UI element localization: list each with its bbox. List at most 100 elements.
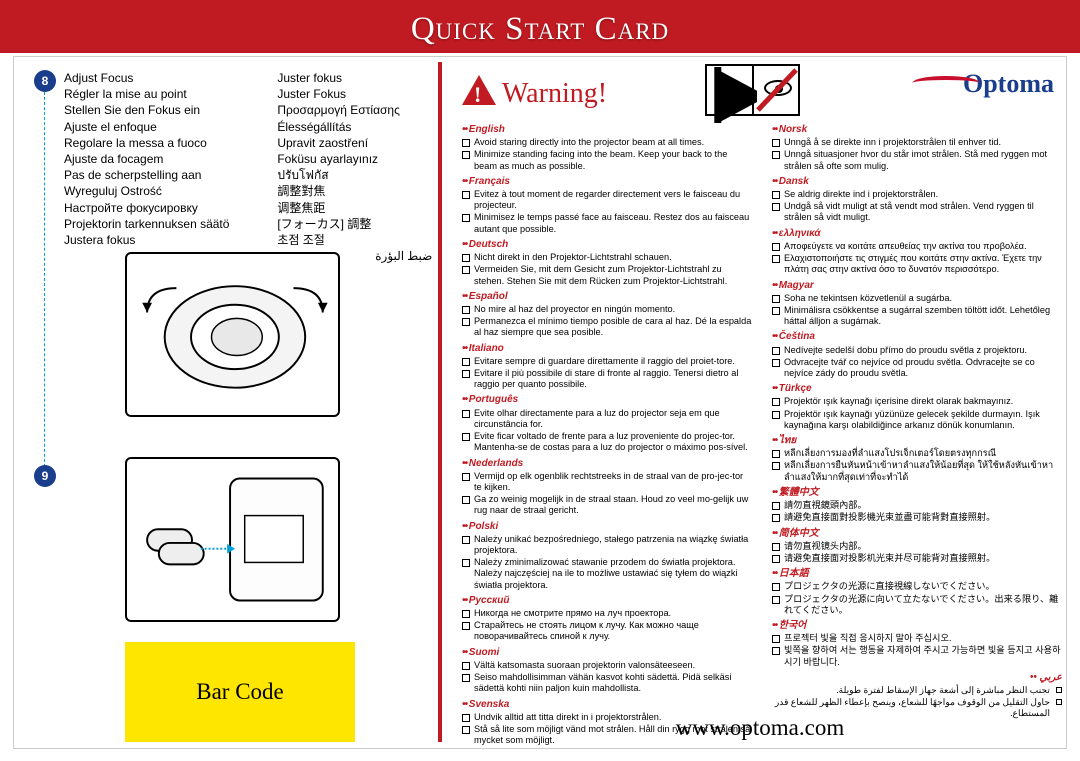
- warning-item: Soha ne tekintsen közvetlenül a sugárba.: [772, 293, 1062, 304]
- warning-item: Minimisez le temps passé face au faiscea…: [462, 212, 752, 234]
- warning-item: Se aldrig direkte ind i projektorstrålen…: [772, 189, 1062, 200]
- warning-item: Minimize standing facing into the beam. …: [462, 149, 752, 171]
- warning-list: Projektör ışık kaynağı içerisine direkt …: [772, 396, 1062, 431]
- warning-item: Evite ficar voltado de frente para a luz…: [462, 431, 752, 453]
- warning-item: หลีกเลี่ยงการมองที่ลำแสงโปรเจ็กเตอร์โดยต…: [772, 448, 1062, 459]
- warning-item: Należy zminimalizować stawanie przodem d…: [462, 557, 752, 591]
- warning-list: Αποφεύγετε να κοιτάτε απευθείας την ακτί…: [772, 241, 1062, 276]
- language-heading: Nederlands: [462, 458, 752, 470]
- warning-item: Αποφεύγετε να κοιτάτε απευθείας την ακτί…: [772, 241, 1062, 252]
- warning-item: Nicht direkt in den Projektor-Lichtstrah…: [462, 252, 752, 263]
- step-connector: [44, 92, 46, 487]
- warning-item: Unngå situasjoner hvor du står imot strå…: [772, 149, 1062, 171]
- warning-list: หลีกเลี่ยงการมองที่ลำแสงโปรเจ็กเตอร์โดยต…: [772, 448, 1062, 483]
- language-heading: Magyar: [772, 280, 1062, 292]
- warning-item: Nedívejte sedelší dobu přímo do proudu s…: [772, 345, 1062, 356]
- language-heading: 한국어: [772, 620, 1062, 632]
- adjust-focus-item: Stellen Sie den Fokus ein: [64, 102, 274, 118]
- warning-item: Permanezca el mínimo tiempo posible de c…: [462, 316, 752, 338]
- title-banner: Quick Start Card: [0, 0, 1080, 53]
- warning-translations: EnglishAvoid staring directly into the p…: [462, 120, 1062, 748]
- warning-item: Старайтесь не стоять лицом к лучу. Как м…: [462, 620, 752, 642]
- warning-list: Należy unikać bezpośredniego, stałego pa…: [462, 534, 752, 591]
- language-heading: Français: [462, 176, 752, 188]
- adjust-focus-item: Regolare la messa a fuoco: [64, 135, 274, 151]
- warning-item: Vermeiden Sie, mit dem Gesicht zum Proje…: [462, 264, 752, 286]
- warning-item: หลีกเลี่ยงการยืนหันหน้าเข้าหาลำแสงให้น้อ…: [772, 460, 1062, 482]
- warning-heading: Warning!: [462, 72, 607, 111]
- warning-item: 請勿直視鏡頭內部。: [772, 500, 1062, 511]
- barcode-placeholder: Bar Code: [125, 642, 355, 742]
- warning-item: 請避免直接面對投影機光束並盡可能背對直接照射。: [772, 512, 1062, 523]
- adjust-focus-item: Élességállítás: [277, 119, 432, 135]
- do-not-look-icon: [705, 64, 800, 116]
- warning-list: No mire al haz del proyector en ningún m…: [462, 304, 752, 339]
- warning-item: Avoid staring directly into the projecto…: [462, 137, 752, 148]
- footer-url: www.optoma.com: [452, 714, 1068, 743]
- adjust-focus-item: Wyreguluj Ostrość: [64, 183, 274, 199]
- language-heading: 繁體中文: [772, 487, 1062, 499]
- banner-title: Quick Start Card: [0, 0, 1080, 50]
- warning-item: 프로젝터 빛을 직접 응시하지 말아 주십시오.: [772, 633, 1062, 644]
- warning-item: Unngå å se direkte inn i projektorstråle…: [772, 137, 1062, 148]
- warning-item: 请勿直视镜头内部。: [772, 541, 1062, 552]
- adjust-focus-item: ปรับโฟกัส: [277, 167, 432, 183]
- warning-item: Evitez à tout moment de regarder directe…: [462, 189, 752, 211]
- language-heading: Italiano: [462, 343, 752, 355]
- adjust-focus-item: Adjust Focus: [64, 70, 274, 86]
- adjust-focus-item: 초점 조절: [277, 232, 432, 248]
- adjust-focus-item: Upravit zaostření: [277, 135, 432, 151]
- adjust-focus-item: Juster Fokus: [277, 86, 432, 102]
- warning-item: Vältä katsomasta suoraan projektorin val…: [462, 660, 752, 671]
- language-heading: Русский: [462, 595, 752, 607]
- warning-list: Unngå å se direkte inn i projektorstråle…: [772, 137, 1062, 172]
- step-9-badge: 9: [34, 465, 56, 487]
- adjust-focus-item: 调整焦距: [277, 200, 432, 216]
- adjust-focus-item: Projektorin tarkennuksen säätö: [64, 216, 274, 232]
- language-heading: ελληνικά: [772, 228, 1062, 240]
- warning-list: Evitez à tout moment de regarder directe…: [462, 189, 752, 235]
- language-heading: Türkçe: [772, 383, 1062, 395]
- center-divider: [438, 62, 442, 742]
- warning-item: Никогда не смотрите прямо на луч проекто…: [462, 608, 752, 619]
- adjust-focus-item: 調整對焦: [277, 183, 432, 199]
- language-heading: Čeština: [772, 331, 1062, 343]
- warning-item: Należy unikać bezpośredniego, stałego pa…: [462, 534, 752, 556]
- warning-list: Nedívejte sedelší dobu přímo do proudu s…: [772, 345, 1062, 380]
- warning-list: Никогда не смотрите прямо на луч проекто…: [462, 608, 752, 643]
- warning-item: Undgå så vidt muligt at stå vendt mod st…: [772, 201, 1062, 223]
- language-heading: Dansk: [772, 176, 1062, 188]
- adjust-focus-item: Ajuste el enfoque: [64, 119, 274, 135]
- language-heading: 日本語: [772, 568, 1062, 580]
- battery-install-diagram: [125, 457, 340, 622]
- adjust-focus-item: Προσαρμογή Εστίασης: [277, 102, 432, 118]
- language-heading: English: [462, 124, 752, 136]
- warning-label: Warning!: [502, 78, 607, 109]
- adjust-focus-item: Ajuste da focagem: [64, 151, 274, 167]
- warning-item: 빛쪽을 향하여 서는 행동을 자제하여 주시고 가능하면 빛을 등지고 사용하시…: [772, 645, 1062, 667]
- warning-item: Seiso mahdollisimman vähän kasvot kohti …: [462, 672, 752, 694]
- barcode-label: Bar Code: [196, 678, 284, 707]
- adjust-focus-item: [フォーカス] 調整: [277, 216, 432, 232]
- adjust-focus-item: Foküsu ayarlayınız: [277, 151, 432, 167]
- warning-item: Evite olhar directamente para a luz do p…: [462, 408, 752, 430]
- warning-list: 프로젝터 빛을 직접 응시하지 말아 주십시오.빛쪽을 향하여 서는 행동을 자…: [772, 633, 1062, 668]
- warning-item: Projektör ışık kaynağı yüzünüze gelecek …: [772, 409, 1062, 431]
- warning-triangle-icon: [462, 75, 496, 105]
- warning-item: Ελαχιστοποιήστε τις στιγμές που κοιτάτε …: [772, 253, 1062, 275]
- warning-list: 請勿直視鏡頭內部。請避免直接面對投影機光束並盡可能背對直接照射。: [772, 500, 1062, 523]
- warning-list: Evitare sempre di guardare direttamente …: [462, 356, 752, 391]
- warning-list: Evite olhar directamente para a luz do p…: [462, 408, 752, 454]
- warning-item: 请避免直接面对投影机光束并尽可能背对直接照射。: [772, 553, 1062, 564]
- warning-item: Projektör ışık kaynağı içerisine direkt …: [772, 396, 1062, 407]
- warning-item: Vermijd op elk ogenblik rechtstreeks in …: [462, 471, 752, 493]
- logo-swoosh-icon: [912, 76, 979, 90]
- warning-list: Se aldrig direkte ind i projektorstrålen…: [772, 189, 1062, 224]
- warning-list: Soha ne tekintsen közvetlenül a sugárba.…: [772, 293, 1062, 328]
- step-8-badge: 8: [34, 70, 56, 92]
- warning-list: Vermijd op elk ogenblik rechtstreeks in …: [462, 471, 752, 517]
- adjust-focus-item: Régler la mise au point: [64, 86, 274, 102]
- adjust-focus-item: Pas de scherpstelling aan: [64, 167, 274, 183]
- warning-item: تجنب النظر مباشرة إلى أشعة جهاز الإسقاط …: [772, 685, 1062, 696]
- language-heading: ไทย: [772, 435, 1062, 447]
